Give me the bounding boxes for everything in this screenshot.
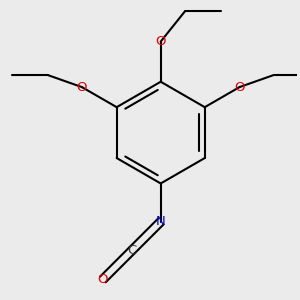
Text: N: N bbox=[156, 215, 166, 228]
Text: O: O bbox=[155, 35, 166, 48]
Text: O: O bbox=[98, 273, 108, 286]
Text: O: O bbox=[234, 81, 245, 94]
Text: C: C bbox=[127, 244, 136, 257]
Text: O: O bbox=[76, 81, 87, 94]
